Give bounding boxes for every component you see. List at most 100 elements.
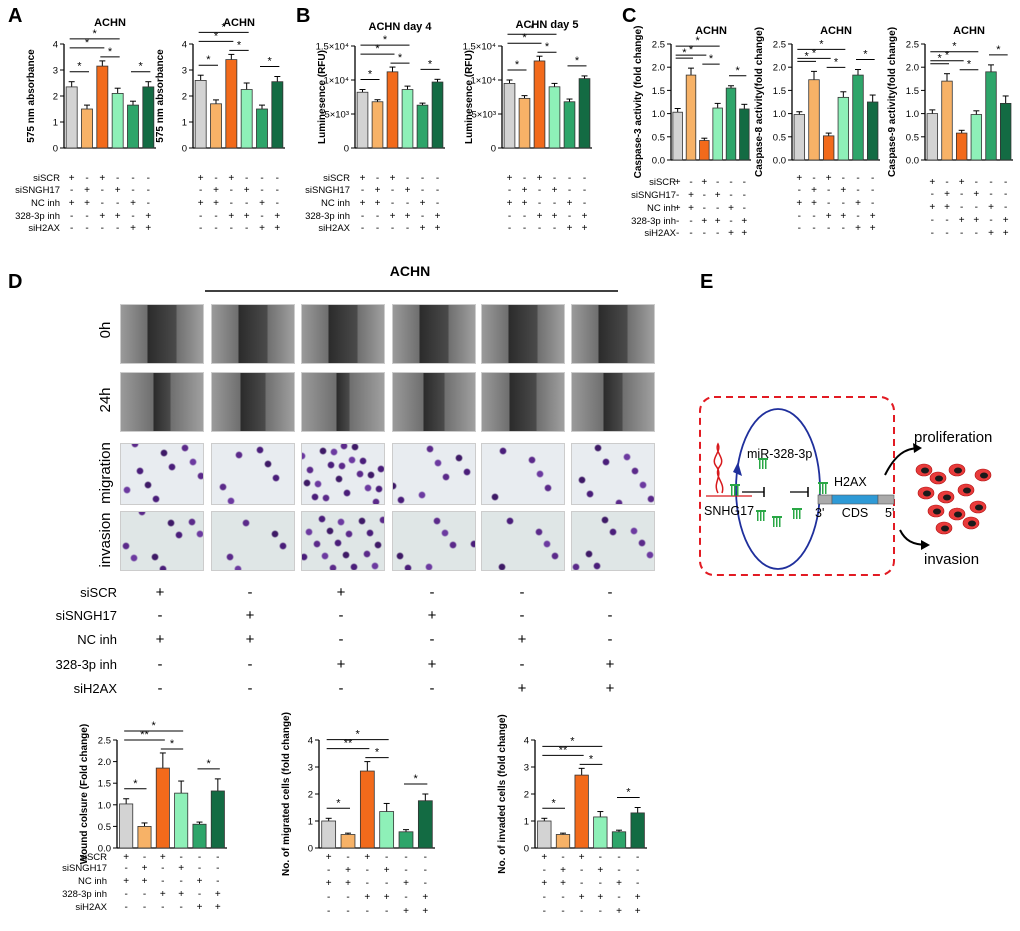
treatment-sign: - (421, 173, 424, 184)
d-row-sisngh17: siSNGH17 (56, 608, 117, 623)
treatment-sign: - (636, 878, 639, 889)
bar (518, 97, 531, 149)
mechanism-diagram: miR-328-3p SNHG17 H2AX 3' CDS 5' prolife… (699, 396, 992, 576)
treatment-sign: + (541, 878, 547, 889)
treatment-sign: + (274, 223, 280, 234)
bar (416, 104, 429, 149)
bar (985, 71, 997, 161)
treatment-sign: + (390, 173, 396, 184)
treatment-sign: - (376, 173, 379, 184)
treatment-sign: - (689, 216, 692, 227)
treatment-sign: - (385, 906, 388, 917)
d-treatment-sign: + (337, 656, 346, 673)
treatment-sign: + (635, 892, 641, 903)
significance-label: * (863, 49, 868, 61)
three-prime-label: 3' (815, 506, 824, 520)
treatment-sign: - (523, 223, 526, 234)
treatment-sign: - (214, 211, 217, 222)
treatment-sign: + (507, 198, 513, 209)
treatment-sign: + (675, 203, 681, 214)
treatment-sign: - (798, 185, 801, 196)
cell-nucleus (935, 475, 943, 482)
treatment-sign: - (716, 177, 719, 188)
y-tick-label: 5×10³ (324, 110, 349, 121)
treatment-sign: - (85, 223, 88, 234)
treatment-sign: + (840, 211, 846, 222)
y-tick-label: 0 (182, 144, 187, 155)
treatment-sign: - (599, 906, 602, 917)
treatment-sign: + (507, 173, 513, 184)
treatment-sign: + (728, 203, 734, 214)
y-tick-label: 0.0 (652, 156, 665, 167)
treatment-sign: - (989, 189, 992, 200)
treatment-sign: - (245, 223, 248, 234)
treatment-sign: + (160, 889, 166, 900)
y-tick-label: 0.0 (906, 156, 919, 167)
d-treatment-sign: - (158, 680, 163, 697)
bar (563, 101, 576, 149)
mirna-comb-icon (756, 458, 828, 527)
significance-label: * (170, 738, 175, 750)
treatment-sign: - (729, 190, 732, 201)
treatment-sign: + (326, 878, 332, 889)
bar (672, 111, 683, 161)
treatment-sign: - (161, 902, 164, 913)
bar (866, 101, 879, 161)
y-tick-label: 2 (524, 790, 529, 801)
panel-label-d: D (8, 271, 22, 293)
y-tick-label: 0.5 (98, 822, 111, 833)
treatment-row-label: siH2AX (28, 223, 60, 234)
treatment-sign: - (260, 173, 263, 184)
treatment-sign: + (375, 185, 381, 196)
treatment-sign: - (931, 228, 934, 239)
cell-nucleus (933, 508, 941, 515)
significance-label: * (152, 720, 157, 732)
treatment-sign: + (123, 876, 129, 887)
mirna-comb-icon (730, 484, 740, 496)
treatment-sign: + (422, 892, 428, 903)
treatment-sign: + (701, 177, 707, 188)
bar (256, 108, 268, 149)
treatment-sign: - (179, 902, 182, 913)
treatment-sign: - (385, 878, 388, 889)
d-treatment-sign: - (608, 607, 613, 624)
significance-label: * (398, 52, 403, 64)
treatment-sign: + (130, 223, 136, 234)
treatment-sign: - (147, 198, 150, 209)
snhg17-hairpin-icon (713, 442, 724, 494)
cell-nucleus (975, 504, 983, 511)
treatment-sign: - (366, 865, 369, 876)
treatment-sign: - (975, 228, 978, 239)
treatment-sign: + (597, 865, 603, 876)
treatment-row-label: siH2AX (644, 228, 676, 239)
cds-segment (831, 494, 879, 505)
treatment-sign: - (975, 202, 978, 213)
treatment-row-label: siSNGH17 (631, 190, 676, 201)
treatment-sign: + (390, 211, 396, 222)
treatment-sign: + (99, 211, 105, 222)
treatment-sign: - (424, 852, 427, 863)
y-axis-label: Luminesence (RFU) (464, 50, 475, 144)
treatment-sign: + (198, 198, 204, 209)
treatment-sign: - (580, 865, 583, 876)
significance-label: * (812, 47, 817, 59)
treatment-sign: + (422, 906, 428, 917)
bar (970, 114, 983, 161)
treatment-sign: + (84, 198, 90, 209)
micrograph-scratch24-3 (301, 372, 385, 432)
chart-title: ACHN (695, 25, 727, 37)
significance-label: * (139, 61, 144, 73)
significance-label: * (207, 758, 212, 770)
y-tick-label: 2.0 (773, 63, 786, 74)
treatment-sign: - (960, 189, 963, 200)
y-tick-label: 1.5 (906, 86, 919, 97)
treatment-sign: - (245, 173, 248, 184)
treatment-sign: + (959, 215, 965, 226)
treatment-sign: - (327, 906, 330, 917)
treatment-sign: - (101, 185, 104, 196)
d-treatment-sign: - (248, 656, 253, 673)
y-tick-label: 5×10³ (471, 110, 496, 121)
d-treatment-sign: - (430, 631, 435, 648)
treatment-sign: - (143, 889, 146, 900)
